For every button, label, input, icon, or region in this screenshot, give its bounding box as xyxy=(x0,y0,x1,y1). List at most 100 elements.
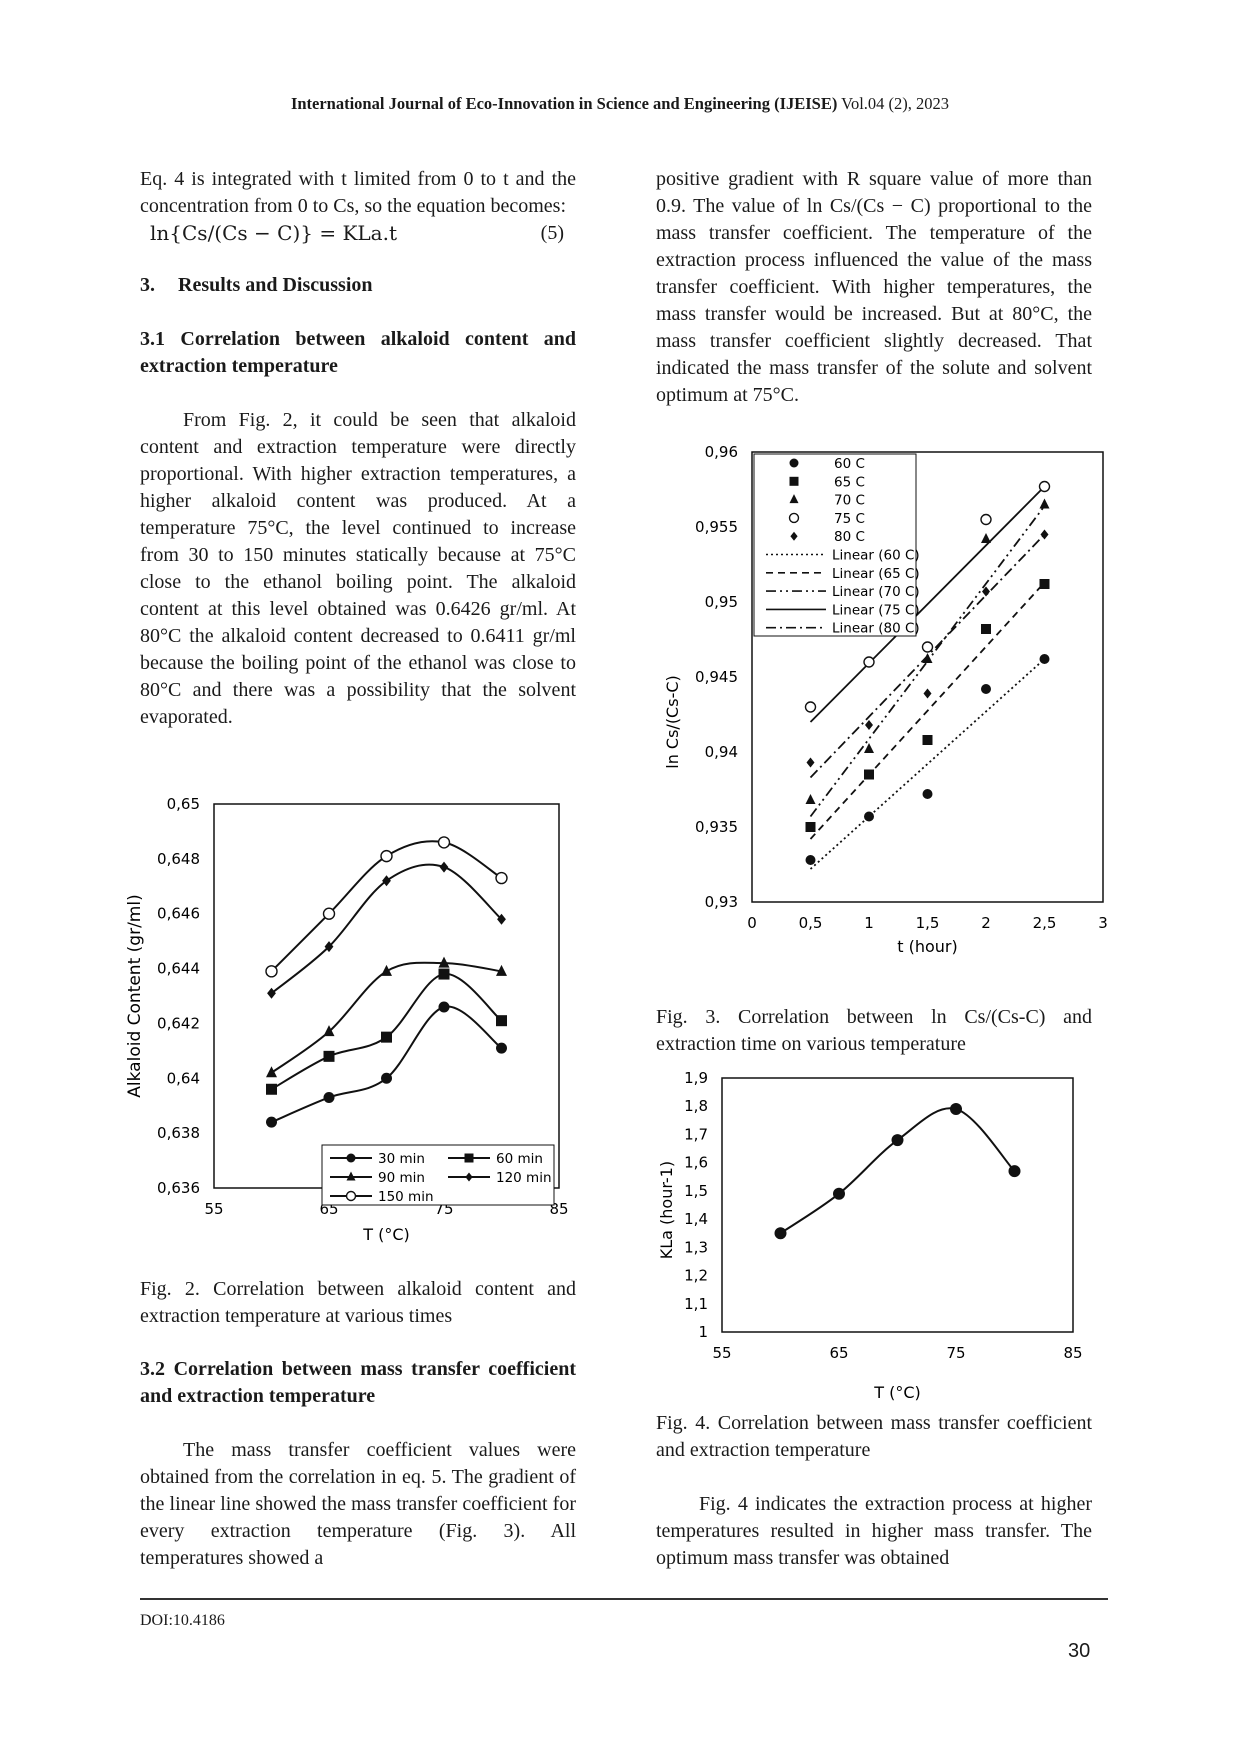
legend-marker xyxy=(345,1190,357,1202)
legend-label: 75 C xyxy=(834,511,865,527)
y-tick-label: 1,3 xyxy=(684,1238,708,1256)
legend-label: 60 min xyxy=(496,1151,543,1167)
data-point xyxy=(438,968,450,980)
legend-label: Linear (80 C) xyxy=(832,621,920,637)
x-tick-label: 0,5 xyxy=(799,914,823,932)
data-point xyxy=(496,964,507,976)
x-tick-label: 2 xyxy=(981,914,991,932)
x-axis-label: t (hour) xyxy=(897,937,958,956)
data-point xyxy=(922,653,933,663)
y-tick-label: 0,64 xyxy=(167,1069,200,1087)
legend-label: 90 min xyxy=(378,1170,425,1186)
x-tick-label: 55 xyxy=(712,1344,731,1362)
data-point xyxy=(922,789,933,799)
data-point xyxy=(495,871,508,885)
y-tick-label: 0,955 xyxy=(695,518,738,536)
figure-2-caption: Fig. 2. Correlation between alkaloid con… xyxy=(140,1278,576,1327)
figure-3-chart: 0 0,5 1 1,5 2 2,5 3 0,93 0,935 0,94 0,945 0,95 0,955… xyxy=(663,443,1108,956)
series-line xyxy=(779,1107,1016,1235)
legend-marker xyxy=(346,1153,356,1163)
data-point xyxy=(266,1083,277,1095)
data-point xyxy=(381,1072,392,1084)
data-point xyxy=(1039,654,1050,664)
legend-label: 150 min xyxy=(378,1189,434,1205)
data-point xyxy=(266,1066,277,1078)
legend-marker xyxy=(789,494,799,504)
paragraph-3-1: From Fig. 2, it could be seen that alkal… xyxy=(140,409,576,728)
left-column-top: Eq. 4 is integrated with t limited from … xyxy=(140,166,576,731)
data-point xyxy=(265,965,278,978)
legend-label: 80 C xyxy=(834,529,865,545)
data-point xyxy=(381,964,392,976)
y-tick-label: 1,1 xyxy=(684,1295,708,1313)
x-tick-label: 3 xyxy=(1098,914,1108,932)
y-tick-label: 1,5 xyxy=(684,1182,708,1200)
data-point xyxy=(864,811,874,822)
data-point xyxy=(324,941,334,953)
doi: DOI:10.4186 xyxy=(140,1612,225,1629)
right-column-top: positive gradient with R square value of… xyxy=(656,166,1092,409)
data-point xyxy=(323,1091,335,1103)
y-tick-label: 1,8 xyxy=(684,1097,708,1115)
data-point xyxy=(1038,480,1051,493)
data-point xyxy=(322,907,336,920)
y-tick-label: 1 xyxy=(698,1323,708,1341)
legend-label: Linear (70 C) xyxy=(832,584,920,600)
subsection-3-2-heading: 3.2 Correlation between mass transfer co… xyxy=(140,1358,576,1407)
data-point xyxy=(496,1015,507,1027)
trend-line-1 xyxy=(809,581,1046,840)
data-point xyxy=(863,656,875,668)
data-point xyxy=(923,688,932,699)
journal-header: International Journal of Eco-Innovation … xyxy=(0,94,1240,114)
legend-label: Linear (65 C) xyxy=(832,566,920,582)
x-tick-label: 85 xyxy=(1063,1344,1082,1362)
figure-4-caption: Fig. 4. Correlation between mass transfe… xyxy=(656,1412,1092,1461)
y-tick-label: 0,646 xyxy=(157,905,200,923)
data-point xyxy=(805,794,816,804)
data-point xyxy=(438,956,450,968)
x-tick-label: 75 xyxy=(946,1344,965,1362)
x-tick-label: 1,5 xyxy=(916,914,940,932)
data-point xyxy=(437,836,451,849)
legend-marker xyxy=(790,531,798,541)
series-line-1 xyxy=(271,973,503,1091)
figure-2: 55 65 75 85 0,636 0,638 0,64 0,642 0,644 0,646 0,6… xyxy=(118,790,578,1255)
y-tick-label: 0,638 xyxy=(157,1124,200,1142)
y-tick-label: 1,6 xyxy=(684,1154,708,1172)
section-3-heading: 3. Results and Discussion xyxy=(140,272,576,299)
legend: 60 C 65 C 70 C 75 C 80 C Linear (60 C) Linear … xyxy=(753,453,920,637)
data-point xyxy=(833,1187,845,1200)
x-axis-label: T (°C) xyxy=(362,1225,410,1244)
equation-5: ln{Cs/(Cs − C)} = KLa.t (5) xyxy=(140,220,576,250)
legend-label: Linear (75 C) xyxy=(832,602,920,618)
y-tick-label: 0,945 xyxy=(695,668,738,686)
y-axis-label: Alkaloid Content (gr/ml) xyxy=(125,894,145,1097)
legend-marker xyxy=(789,476,799,486)
journal-volume: Vol.04 (2), 2023 xyxy=(841,94,950,113)
paragraph-mass-transfer: positive gradient with R square value of… xyxy=(656,168,1092,406)
data-point xyxy=(864,743,874,753)
section-3-title: Results and Discussion xyxy=(178,274,373,296)
data-point xyxy=(982,586,990,597)
y-tick-label: 0,96 xyxy=(705,443,738,461)
trend-line-3 xyxy=(809,485,1046,723)
subsection-3-1-heading: 3.1 Correlation between alkaloid content… xyxy=(140,328,576,377)
figure-2-chart: 55 65 75 850,6360,6380,640,6420,6440,6460,6… xyxy=(125,795,569,1244)
series-line-2 xyxy=(270,961,502,1074)
data-point xyxy=(1039,498,1050,509)
legend-label: Linear (60 C) xyxy=(832,548,920,564)
legend-marker xyxy=(465,1172,473,1182)
data-point xyxy=(267,987,276,999)
data-point xyxy=(922,735,933,745)
data-point xyxy=(381,1031,392,1043)
y-tick-label: 0,93 xyxy=(705,893,738,911)
legend-marker xyxy=(789,458,799,468)
x-tick-label: 0 xyxy=(747,914,757,932)
y-tick-label: 1,2 xyxy=(684,1267,708,1285)
intro-paragraph: Eq. 4 is integrated with t limited from … xyxy=(140,168,576,217)
paragraph-3-2: The mass transfer coefficient values wer… xyxy=(140,1439,576,1569)
y-tick-label: 0,935 xyxy=(695,818,738,836)
legend-label: 65 C xyxy=(834,474,865,490)
data-point xyxy=(323,1050,335,1062)
y-tick-label: 0,636 xyxy=(157,1179,200,1197)
